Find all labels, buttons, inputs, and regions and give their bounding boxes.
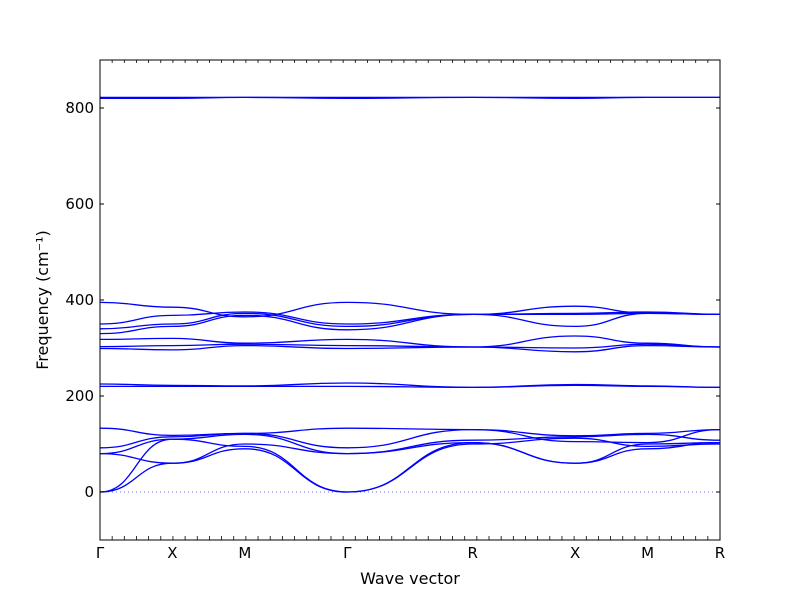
x-tick-label: R <box>715 544 725 562</box>
phonon-band-line <box>99 427 721 437</box>
x-tick-label: X <box>167 544 177 562</box>
x-axis-label: Wave vector <box>360 569 460 588</box>
y-tick-label: 200 <box>65 387 94 405</box>
plot-area <box>99 59 721 541</box>
y-tick-label: 600 <box>65 195 94 213</box>
phonon-band-line <box>99 382 721 389</box>
phonon-band-line <box>99 335 721 348</box>
phonon-band-line <box>99 312 721 330</box>
x-tick-label: X <box>570 544 580 562</box>
phonon-band-line <box>99 301 721 318</box>
phonon-band-line <box>99 428 721 449</box>
phonon-band-line <box>99 433 721 455</box>
phonon-band-line <box>99 312 721 335</box>
y-axis: 0 200 400 600 800 <box>65 99 720 501</box>
x-tick-label: M <box>238 544 251 562</box>
y-tick-label: 400 <box>65 291 94 309</box>
x-tick-label: Γ <box>96 544 105 562</box>
phonon-band-line <box>99 343 721 349</box>
phonon-band-line <box>99 344 721 353</box>
y-axis-label: Frequency (cm⁻¹) <box>33 230 52 369</box>
x-tick-label: M <box>641 544 654 562</box>
band-lines <box>99 96 721 493</box>
y-tick-label: 0 <box>84 483 94 501</box>
x-tick-label: R <box>468 544 478 562</box>
y-tick-label: 800 <box>65 99 94 117</box>
phonon-band-line <box>99 441 721 464</box>
x-minor-ticks <box>99 60 721 540</box>
x-tick-label: Γ <box>343 544 352 562</box>
